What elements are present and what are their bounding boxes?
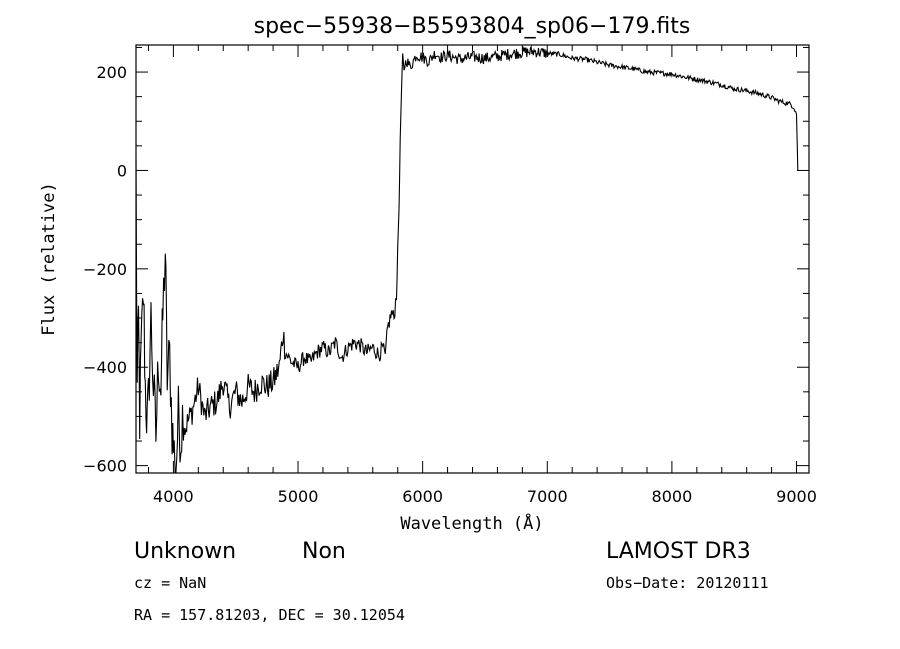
chart-title: spec−55938−B5593804_sp06−179.fits: [254, 14, 691, 39]
redshift-label: cz = NaN: [134, 574, 206, 592]
y-tick-label: −400: [83, 358, 127, 377]
spectrum-line: [135, 44, 799, 474]
y-tick-label: −600: [83, 457, 127, 476]
x-tick-labels: 4000 5000 6000 7000 8000 9000: [153, 487, 817, 506]
subclass-label: Non: [302, 539, 346, 564]
x-tick-label: 4000: [153, 487, 194, 506]
survey-label: LAMOST DR3: [606, 539, 751, 564]
x-axis-label: Wavelength (Å): [400, 512, 543, 534]
axis-ticks: [136, 45, 809, 473]
y-tick-label: −200: [83, 260, 127, 279]
plot-frame: [135, 44, 810, 474]
x-tick-label: 8000: [652, 487, 693, 506]
x-tick-label: 7000: [527, 487, 568, 506]
y-tick-labels: −600 −400 −200 0 200: [83, 63, 127, 476]
x-tick-label: 5000: [278, 487, 319, 506]
x-tick-label: 6000: [402, 487, 443, 506]
y-axis-label: Flux (relative): [39, 182, 59, 336]
coordinates-label: RA = 157.81203, DEC = 30.12054: [134, 606, 405, 624]
y-tick-label: 200: [96, 63, 127, 82]
y-tick-label: 0: [117, 161, 127, 180]
obs-date-label: Obs−Date: 20120111: [606, 574, 769, 592]
x-tick-label: 9000: [776, 487, 817, 506]
object-class-label: Unknown: [134, 539, 236, 564]
